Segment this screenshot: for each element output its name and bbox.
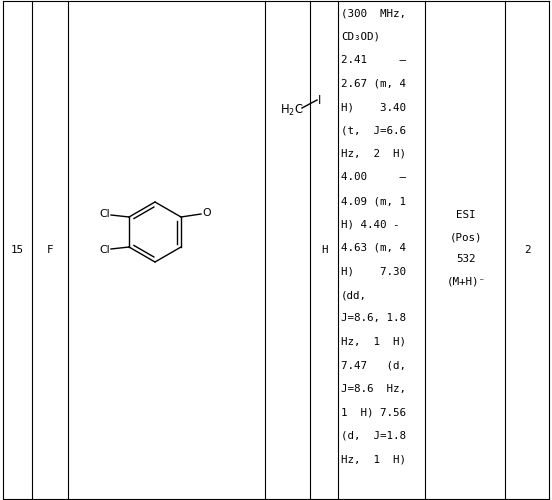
Text: 2: 2 — [524, 245, 530, 255]
Text: H) 4.40 -: H) 4.40 - — [341, 220, 400, 230]
Text: 4.63 (m, 4: 4.63 (m, 4 — [341, 243, 406, 253]
Text: H: H — [321, 245, 327, 255]
Text: O: O — [202, 208, 211, 218]
Text: (t,  J=6.6: (t, J=6.6 — [341, 126, 406, 136]
Text: J=8.6  Hz,: J=8.6 Hz, — [341, 384, 406, 394]
Text: (Pos): (Pos) — [450, 232, 482, 242]
Text: I: I — [318, 94, 321, 106]
Text: 2.41     –: 2.41 – — [341, 55, 406, 65]
Text: 15: 15 — [11, 245, 24, 255]
Text: (M+H)⁻: (M+H)⁻ — [447, 276, 486, 286]
Text: ESI: ESI — [457, 210, 476, 220]
Text: (dd,: (dd, — [341, 290, 367, 300]
Text: 7.47   (d,: 7.47 (d, — [341, 360, 406, 370]
Text: Hz,  2  H): Hz, 2 H) — [341, 149, 406, 159]
Text: 4.00     –: 4.00 – — [341, 172, 406, 182]
Text: 1  H) 7.56: 1 H) 7.56 — [341, 408, 406, 418]
Text: 4.09 (m, 1: 4.09 (m, 1 — [341, 196, 406, 206]
Text: (300  MHz,: (300 MHz, — [341, 8, 406, 18]
Text: Hz,  1  H): Hz, 1 H) — [341, 337, 406, 347]
Text: H$_2$C: H$_2$C — [280, 102, 304, 118]
Text: Cl: Cl — [99, 245, 110, 255]
Text: H)    7.30: H) 7.30 — [341, 266, 406, 276]
Text: H)    3.40: H) 3.40 — [341, 102, 406, 112]
Text: J=8.6, 1.8: J=8.6, 1.8 — [341, 314, 406, 324]
Text: F: F — [47, 245, 53, 255]
Text: (d,  J=1.8: (d, J=1.8 — [341, 431, 406, 441]
Text: CD₃OD): CD₃OD) — [341, 32, 380, 42]
Text: 532: 532 — [457, 254, 476, 264]
Text: Hz,  1  H): Hz, 1 H) — [341, 454, 406, 464]
Text: Cl: Cl — [99, 209, 110, 219]
Text: 2.67 (m, 4: 2.67 (m, 4 — [341, 78, 406, 88]
